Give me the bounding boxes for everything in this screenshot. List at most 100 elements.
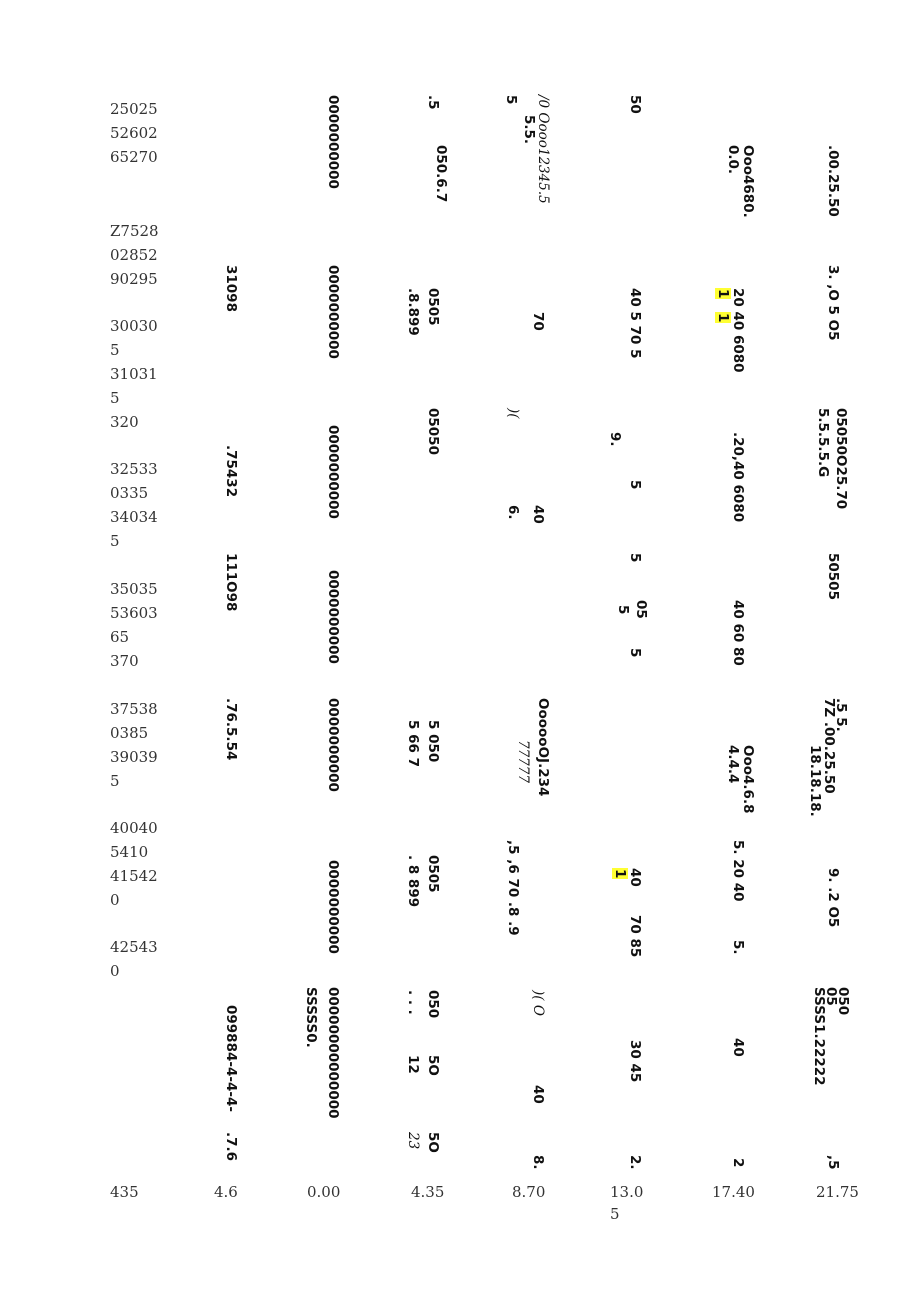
rotated-text-c4j: ,5 ,6 70 .8 .9 <box>505 840 521 936</box>
rotated-text-c7g: 7Z .00.25.50 <box>821 698 837 794</box>
rotated-text-c4i: 77777 <box>515 740 531 783</box>
rotated-text-c3b: 050.6.7 <box>433 145 449 203</box>
bottom-axis-label-6: 17.40 <box>712 1183 755 1201</box>
left-label-8: 31031 <box>110 365 158 383</box>
rotated-text-c5a: 50 <box>627 95 643 114</box>
rotated-text-c7h: 18.18.18. <box>807 745 823 817</box>
rotated-text-c5d: 5 <box>627 480 643 490</box>
left-label-21: 39039 <box>110 748 158 766</box>
rotated-text-c2b: 0000000000 <box>325 265 341 359</box>
highlight-mark-h1: 1 <box>715 288 731 300</box>
left-label-10: 320 <box>110 413 139 431</box>
rotated-text-c3f: 5 050 <box>425 720 441 763</box>
rotated-text-c7d: 5.5.5.5.G <box>815 408 831 478</box>
rotated-text-c7m: ,5 <box>825 1155 841 1170</box>
rotated-text-c5h: 5 <box>627 648 643 658</box>
rotated-text-c4c: 5 <box>503 95 519 105</box>
rotated-text-c3g: 5 66 7 <box>405 720 421 767</box>
rotated-text-c6g: 4.4.4 <box>725 745 741 784</box>
rotated-text-c3a: .5 <box>425 95 441 110</box>
rotated-text-c4m: 8. <box>530 1155 546 1170</box>
left-label-15: 35035 <box>110 580 158 598</box>
left-label-1: 52602 <box>110 124 158 142</box>
rotated-text-c7b: 3. ,O 5 O5 <box>825 265 841 341</box>
rotated-text-c5c: 9. <box>607 432 623 447</box>
rotated-text-c3j: 050 <box>425 990 441 1019</box>
left-label-23: 40040 <box>110 819 158 837</box>
rotated-text-c2c: 0000000000 <box>325 425 341 519</box>
left-label-20: 0385 <box>110 724 149 742</box>
left-label-25: 41542 <box>110 867 158 885</box>
rotated-text-c2e: 0000000000 <box>325 698 341 792</box>
rotated-text-c4g: 6. <box>505 505 521 520</box>
highlight-text: 1 <box>715 312 731 324</box>
rotated-text-c4a: /0 Oooo12345.5 <box>535 95 551 204</box>
bottom-axis-label-7: 21.75 <box>816 1183 859 1201</box>
highlight-text: 1 <box>715 288 731 300</box>
left-label-13: 34034 <box>110 508 158 526</box>
rotated-text-c3k: . . . <box>405 990 421 1015</box>
rotated-text-c3h: 0505 <box>425 855 441 893</box>
rotated-text-c5f: 05 <box>633 600 649 619</box>
left-label-27: 42543 <box>110 938 158 956</box>
bottom-axis-label-5: 13.0 5 <box>610 1183 644 1223</box>
left-label-17: 65 <box>110 628 130 646</box>
rotated-text-c7e: 50505 <box>825 553 841 600</box>
left-label-16: 53603 <box>110 604 158 622</box>
rotated-text-c2g: 00000000000000 <box>325 987 341 1119</box>
rotated-text-c1b: .75432 <box>223 445 239 498</box>
rotated-text-c3i: . 8 899 <box>405 855 421 908</box>
left-label-7: 5 <box>110 341 120 359</box>
bottom-axis-label-2: 0.00 <box>307 1183 341 1201</box>
left-label-11: 32533 <box>110 460 158 478</box>
rotated-text-c3m: 12 <box>405 1055 421 1074</box>
rotated-text-c4k: )( O <box>530 990 546 1016</box>
left-label-12: 0335 <box>110 484 149 502</box>
rotated-text-c3o: 23 <box>405 1132 421 1150</box>
rotated-text-c4e: )( <box>505 408 521 419</box>
highlight-mark-h2: 1 <box>715 312 731 324</box>
rotated-text-c2h: SSSSS0. <box>303 987 319 1048</box>
left-label-24: 5410 <box>110 843 149 861</box>
rotated-text-c5e: 5 <box>627 553 643 563</box>
rotated-text-c4d: 70 <box>530 312 546 331</box>
rotated-text-c5k: 30 45 <box>627 1040 643 1083</box>
rotated-text-c4h: OooooOJ.234 <box>535 698 551 797</box>
left-label-18: 370 <box>110 652 139 670</box>
left-label-14: 5 <box>110 532 120 550</box>
rotated-text-c4b: 5.5. <box>521 115 537 145</box>
bottom-axis-label-3: 4.35 <box>411 1183 445 1201</box>
rotated-text-c4l: 40 <box>530 1085 546 1104</box>
rotated-text-c6k: 2 <box>730 1158 746 1168</box>
rotated-text-c3n: 5O <box>425 1132 441 1153</box>
rotated-text-c6f: Ooo4.6.8 <box>740 745 756 814</box>
rotated-text-c6e: 40 60 80 <box>730 600 746 666</box>
left-label-28: 0 <box>110 962 120 980</box>
rotated-text-c6a: Ooo4680. <box>740 145 756 218</box>
left-label-9: 5 <box>110 389 120 407</box>
left-label-0: 25025 <box>110 100 158 118</box>
left-label-22: 5 <box>110 772 120 790</box>
bottom-axis-label-4: 8.70 <box>512 1183 546 1201</box>
rotated-text-c6d: .20,40 6080 <box>730 432 746 523</box>
rotated-text-c6b: 0.0. <box>725 145 741 175</box>
rotated-text-c3c: 0505 <box>425 288 441 326</box>
rotated-text-c1f: .7.6 <box>223 1132 239 1162</box>
left-label-3: Z7528 <box>110 222 159 240</box>
rotated-text-c2a: 0000000000 <box>325 95 341 189</box>
rotated-text-c6h: 5. 20 40 <box>730 840 746 902</box>
rotated-text-c7a: .00.25.50 <box>825 145 841 217</box>
rotated-text-c2d: 0000000000 <box>325 570 341 664</box>
rotated-text-c7i: 9. .2 O5 <box>825 868 841 928</box>
rotated-text-c3l: 5O <box>425 1055 441 1076</box>
rotated-text-c5j: 70 85 <box>627 915 643 958</box>
left-label-2: 65270 <box>110 148 158 166</box>
rotated-text-c3e: 05050 <box>425 408 441 455</box>
left-label-5: 90295 <box>110 270 158 288</box>
rotated-text-c1d: .76.5.54 <box>223 698 239 761</box>
bottom-axis-label-0: 435 <box>110 1183 139 1201</box>
rotated-text-c5g: 5 <box>615 605 631 615</box>
left-label-19: 37538 <box>110 700 158 718</box>
rotated-text-c7l: SSSS1.22222 <box>811 987 827 1086</box>
highlight-text: 1 <box>612 868 628 880</box>
